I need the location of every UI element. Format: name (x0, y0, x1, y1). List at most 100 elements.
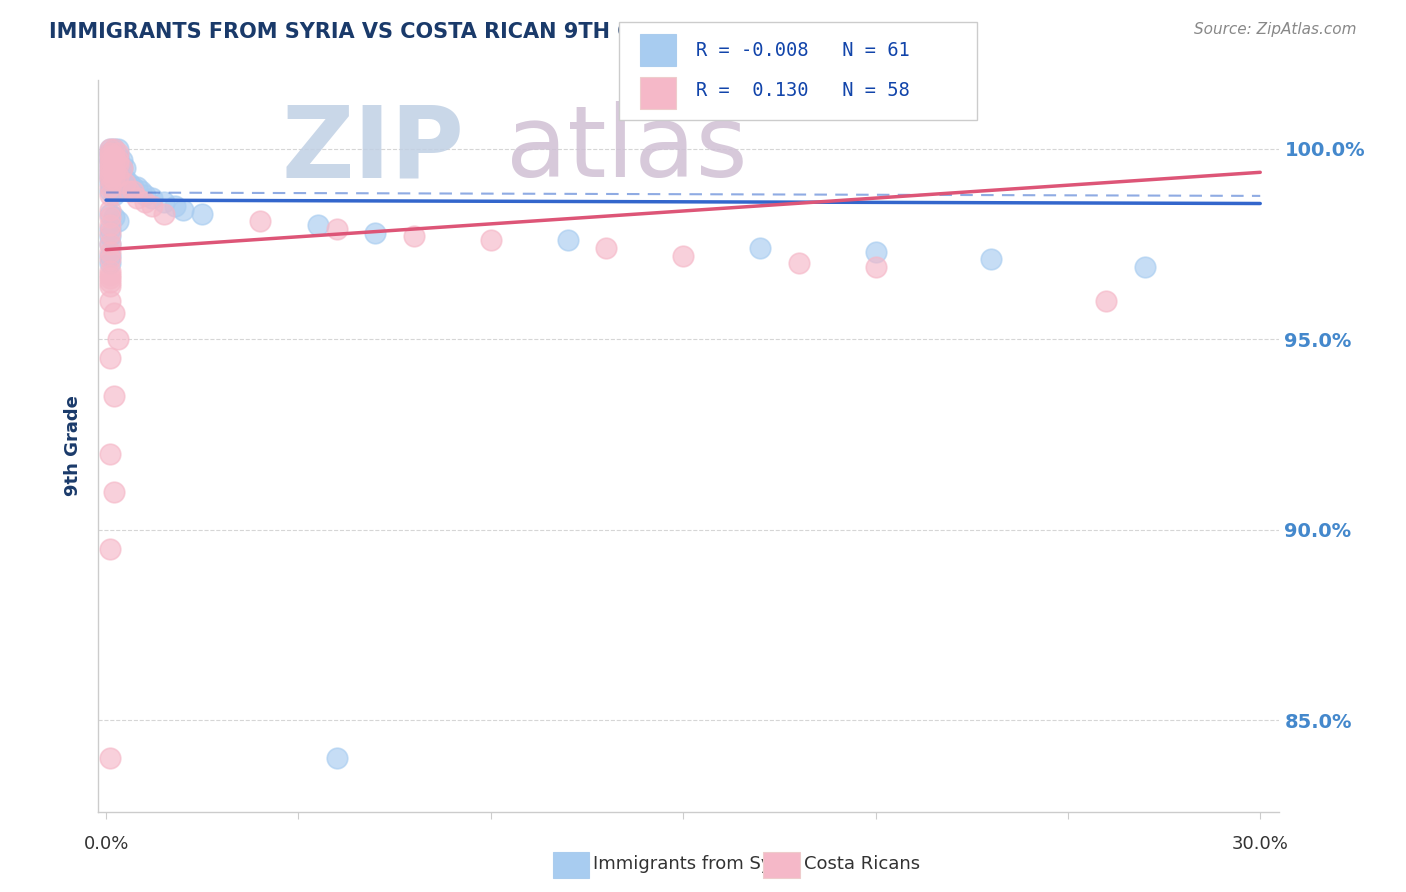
Point (595, 241, 617, 255)
Point (134, 195, 156, 210)
Point (98, 169, 121, 183)
Point (1133, 260, 1156, 274)
Point (98, 153, 121, 168)
Point (98, 541, 121, 556)
Text: Costa Ricans: Costa Ricans (804, 855, 921, 873)
Point (98, 222, 121, 236)
Point (107, 149, 129, 163)
Point (103, 142, 125, 156)
Point (125, 191, 148, 205)
Point (107, 153, 129, 168)
Point (98, 252, 121, 267)
Point (103, 149, 125, 163)
Point (980, 252, 1002, 267)
Point (107, 214, 129, 228)
Point (98, 256, 121, 270)
Point (103, 145, 125, 160)
Point (98, 248, 121, 262)
Point (103, 172, 125, 186)
Point (141, 191, 163, 205)
Point (118, 176, 141, 190)
Point (98, 161, 121, 175)
Text: ZIP: ZIP (281, 102, 464, 198)
Point (98, 268, 121, 282)
Point (122, 180, 145, 194)
Point (98, 226, 121, 240)
Point (103, 306, 125, 320)
Point (103, 172, 125, 186)
Point (153, 206, 176, 220)
Point (326, 222, 349, 236)
Point (98, 206, 121, 220)
Point (172, 202, 194, 217)
Point (98, 279, 121, 293)
Point (98, 149, 121, 163)
Point (402, 229, 425, 244)
Point (165, 199, 187, 213)
Point (98, 187, 121, 202)
Text: R = -0.008   N = 61: R = -0.008 N = 61 (696, 41, 910, 60)
Point (107, 184, 129, 198)
Point (103, 180, 125, 194)
Point (103, 157, 125, 171)
Point (98, 294, 121, 309)
Point (103, 165, 125, 179)
Point (307, 218, 329, 232)
Point (98, 145, 121, 160)
Point (98, 157, 121, 171)
Text: 0.0%: 0.0% (83, 835, 129, 853)
Point (103, 149, 125, 163)
Text: IMMIGRANTS FROM SYRIA VS COSTA RICAN 9TH GRADE CORRELATION CHART: IMMIGRANTS FROM SYRIA VS COSTA RICAN 9TH… (49, 22, 955, 42)
Point (98, 211, 121, 225)
Point (364, 226, 387, 240)
Point (114, 176, 136, 190)
Point (787, 256, 810, 270)
Point (141, 199, 163, 213)
Point (191, 206, 214, 220)
Point (98, 447, 121, 461)
Point (865, 260, 887, 274)
Text: atlas: atlas (506, 102, 748, 198)
Point (98, 165, 121, 179)
Point (98, 237, 121, 252)
Text: R =  0.130   N = 58: R = 0.130 N = 58 (696, 81, 910, 100)
Point (107, 165, 129, 179)
Point (103, 161, 125, 175)
Point (114, 172, 136, 186)
Point (98, 142, 121, 156)
Point (326, 751, 349, 765)
Point (98, 172, 121, 186)
Point (865, 244, 887, 259)
Point (98, 218, 121, 232)
Point (103, 211, 125, 225)
Point (103, 187, 125, 202)
Point (98, 244, 121, 259)
Point (98, 351, 121, 366)
Point (114, 161, 136, 175)
Point (107, 332, 129, 346)
Point (98, 271, 121, 285)
Point (98, 169, 121, 183)
Point (153, 195, 176, 210)
Point (98, 229, 121, 244)
Point (98, 145, 121, 160)
Text: Source: ZipAtlas.com: Source: ZipAtlas.com (1194, 22, 1357, 37)
Point (98, 237, 121, 252)
Point (118, 184, 141, 198)
Point (98, 161, 121, 175)
Point (107, 142, 129, 156)
Point (98, 180, 121, 194)
Point (134, 187, 156, 202)
Point (110, 161, 132, 175)
Point (98, 153, 121, 168)
Point (98, 142, 121, 156)
Point (1095, 294, 1118, 309)
Point (98, 145, 121, 160)
Point (129, 184, 152, 198)
Point (98, 275, 121, 289)
Point (98, 165, 121, 179)
Point (98, 149, 121, 163)
Point (107, 157, 129, 171)
Point (749, 241, 772, 255)
Point (98, 176, 121, 190)
